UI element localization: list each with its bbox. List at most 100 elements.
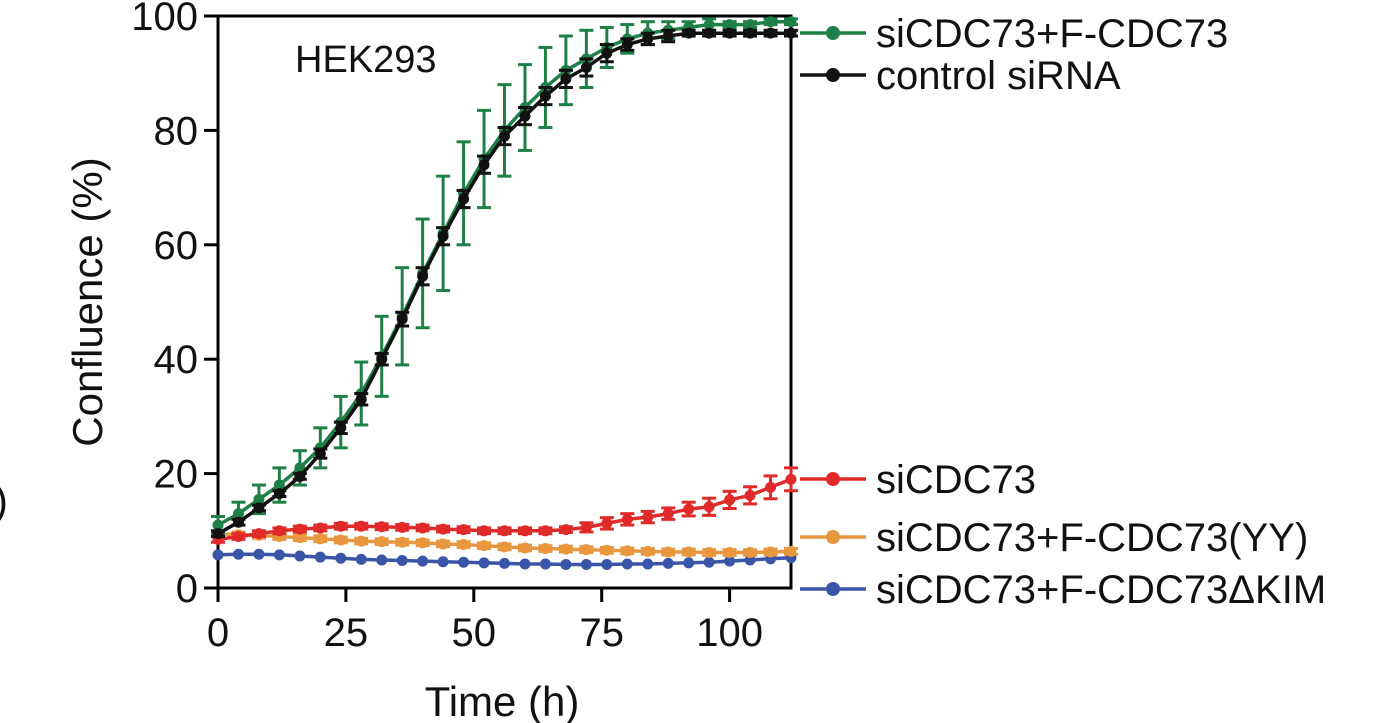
data-point [396, 555, 408, 567]
series-group [211, 16, 798, 571]
data-point [499, 130, 510, 142]
legend-label: control siRNA [876, 54, 1121, 98]
data-point [499, 525, 510, 537]
data-point [335, 552, 347, 564]
data-point [744, 489, 756, 501]
y-tick-label: 100 [131, 0, 198, 39]
data-point [253, 502, 265, 514]
data-point [314, 522, 326, 534]
data-point [539, 525, 551, 537]
plot-frame [216, 14, 793, 590]
data-point [539, 543, 551, 555]
data-point [294, 532, 306, 544]
data-point [601, 517, 613, 529]
data-point [396, 313, 408, 325]
data-point [621, 545, 633, 557]
data-point [376, 554, 388, 566]
legend-entry: siCDC73+F-CDC73(YY) [800, 516, 1308, 560]
data-point [724, 19, 736, 31]
data-point [212, 528, 224, 540]
series-siCDC73+F-CDC73(YY) [211, 528, 798, 559]
data-point [560, 559, 572, 571]
legend-marker [826, 26, 840, 40]
x-tick-label: 50 [452, 611, 497, 655]
data-point [580, 521, 592, 533]
data-point [744, 27, 756, 39]
data-point [232, 531, 244, 543]
data-point [437, 538, 449, 550]
data-point [294, 550, 306, 562]
data-point [355, 553, 367, 565]
data-point [601, 544, 613, 556]
y-tick-label: 0 [176, 567, 198, 611]
data-point [580, 559, 592, 571]
data-point [458, 539, 470, 551]
data-point [539, 90, 551, 102]
x-tick-label: 25 [324, 611, 369, 655]
data-point [376, 521, 388, 533]
data-point [683, 503, 695, 515]
data-point [642, 511, 654, 523]
data-point [417, 522, 429, 534]
data-point [417, 270, 429, 282]
x-axis: 0 25 50 75 100 [207, 588, 763, 655]
legend-marker [826, 582, 840, 596]
data-point [335, 520, 347, 532]
data-point [662, 557, 674, 569]
data-point [253, 528, 265, 540]
data-point [703, 556, 715, 568]
data-point [539, 558, 551, 570]
data-point [765, 16, 777, 28]
series-siCDC73+F-CDC73 [211, 16, 798, 536]
data-point [601, 47, 613, 59]
data-point [273, 549, 285, 561]
data-point [560, 73, 572, 85]
data-point [417, 555, 429, 567]
legend-label: siCDC73+F-CDC73ΔKIM [876, 568, 1326, 612]
data-point [437, 230, 449, 242]
data-point [273, 525, 285, 537]
data-point [560, 524, 572, 536]
data-point [478, 557, 490, 569]
legend-marker [826, 530, 840, 544]
x-tick-label: 100 [696, 611, 763, 655]
legend-entry: siCDC73+F-CDC73 [800, 12, 1228, 56]
data-point [314, 551, 326, 563]
data-point [724, 547, 736, 559]
data-point [785, 27, 797, 39]
data-point [294, 462, 306, 474]
data-point [642, 558, 654, 570]
data-point [273, 488, 285, 500]
data-point [519, 525, 531, 537]
y-tick-label: 40 [154, 338, 199, 382]
data-point [785, 545, 797, 557]
series-siCDC73 [211, 466, 798, 545]
data-point [560, 543, 572, 555]
data-point [335, 534, 347, 546]
x-tick-label: 75 [579, 611, 624, 655]
data-point [519, 542, 531, 554]
data-point [458, 193, 470, 205]
data-point [355, 520, 367, 532]
data-point [683, 546, 695, 558]
data-point [580, 61, 592, 73]
data-point [601, 559, 613, 571]
data-point [683, 27, 695, 39]
legend-marker [826, 68, 840, 82]
data-point [232, 508, 244, 520]
data-point [724, 555, 736, 567]
data-point [744, 19, 756, 31]
data-point [765, 481, 777, 493]
data-point [253, 493, 265, 505]
cropped-left-text: ) [0, 477, 8, 524]
data-point [478, 525, 490, 537]
data-point [417, 537, 429, 549]
data-point [703, 501, 715, 513]
data-point [376, 353, 388, 365]
data-point [785, 16, 797, 28]
legend-label: siCDC73+F-CDC73(YY) [876, 516, 1308, 560]
data-point [355, 535, 367, 547]
y-tick-label: 60 [154, 224, 199, 268]
data-point [437, 523, 449, 535]
